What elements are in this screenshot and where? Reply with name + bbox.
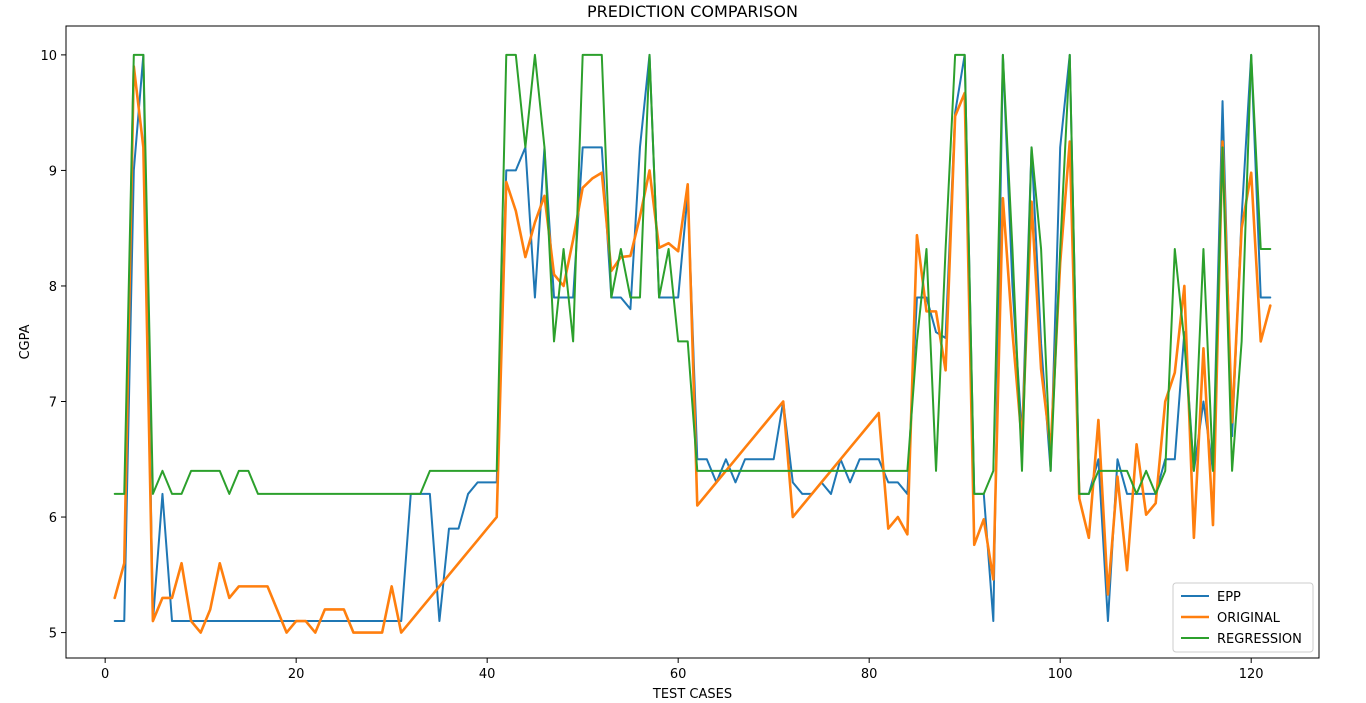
y-tick-label: 9 xyxy=(49,164,57,179)
x-tick-label: 80 xyxy=(861,667,878,682)
x-axis-label: TEST CASES xyxy=(652,687,732,702)
x-tick-label: 40 xyxy=(479,667,496,682)
plot-lines xyxy=(113,53,1272,634)
x-tick-label: 0 xyxy=(101,667,109,682)
y-axis-label: CGPA xyxy=(18,324,33,359)
legend-box xyxy=(1172,582,1314,653)
x-tick-label: 120 xyxy=(1239,667,1264,682)
legend-label-original: ORIGINAL xyxy=(1217,611,1281,626)
x-axis-ticks: 0 20 40 60 80 100 120 xyxy=(101,658,1264,682)
chart-title: PREDICTION COMPARISON xyxy=(587,2,798,21)
x-tick-label: 60 xyxy=(670,667,687,682)
y-tick-label: 5 xyxy=(49,627,57,642)
x-tick-label: 20 xyxy=(288,667,305,682)
legend-label-regression: REGRESSION xyxy=(1217,632,1302,647)
series-line-regression xyxy=(113,53,1272,495)
svg-text:CGPA: CGPA xyxy=(18,324,33,359)
x-tick-label: 100 xyxy=(1048,667,1073,682)
legend: EPP ORIGINAL REGRESSION xyxy=(1172,582,1314,653)
y-axis-ticks: 5 6 7 8 9 10 xyxy=(40,49,66,642)
y-tick-label: 7 xyxy=(49,396,57,411)
y-tick-label: 8 xyxy=(49,280,57,295)
y-tick-label: 10 xyxy=(40,49,57,64)
legend-label-epp: EPP xyxy=(1217,590,1241,605)
y-tick-label: 6 xyxy=(49,511,57,526)
plot-frame xyxy=(65,25,1320,659)
series-line-original xyxy=(113,65,1272,634)
